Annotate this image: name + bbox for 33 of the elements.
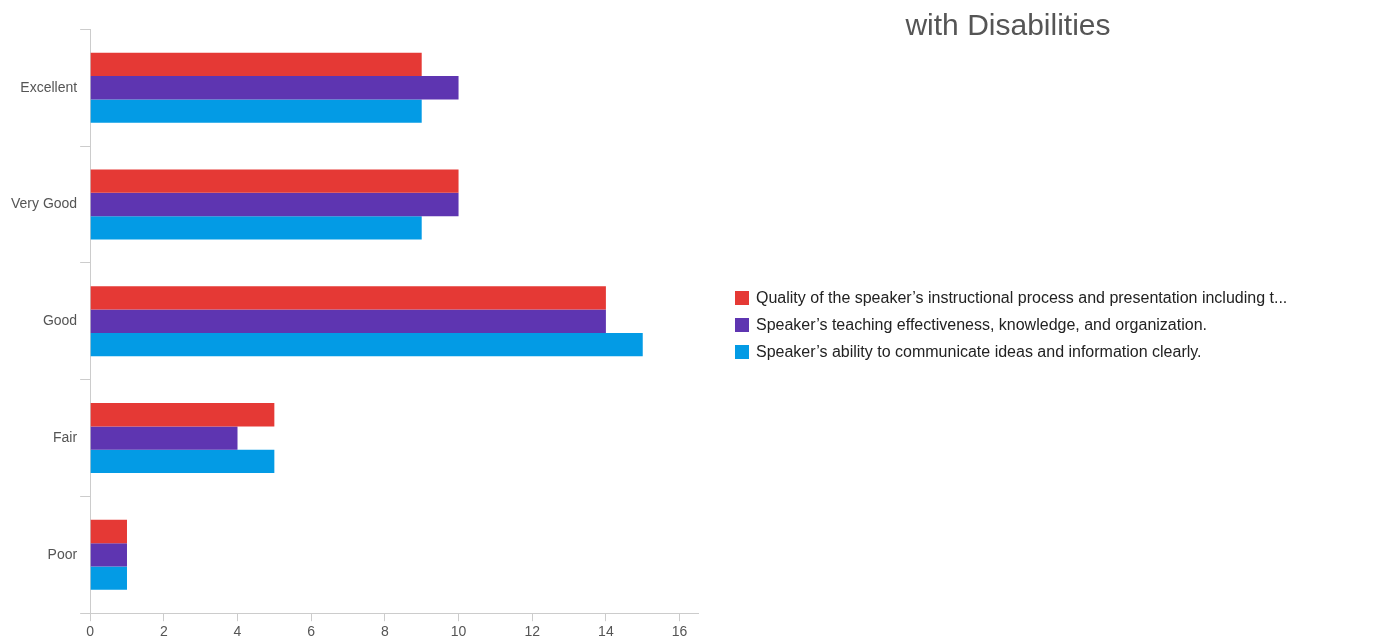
bar	[90, 76, 459, 100]
y-tick-label: Good	[42, 312, 78, 329]
bar	[90, 169, 459, 193]
bar	[90, 566, 127, 590]
x-tick-label: 2	[159, 623, 168, 640]
y-tick-label: Very Good	[11, 195, 78, 212]
x-tick-label: 16	[671, 623, 688, 640]
x-tick-label: 10	[450, 623, 467, 640]
bar	[90, 543, 127, 567]
bar	[90, 309, 606, 333]
bar	[90, 332, 643, 357]
bar	[90, 52, 422, 77]
bar	[90, 403, 275, 427]
y-tick-label: Fair	[53, 428, 78, 445]
text: with Disabilities	[904, 8, 1112, 42]
y-tick-label: Poor	[47, 545, 78, 562]
x-tick-label: 6	[307, 623, 316, 640]
bar	[90, 192, 459, 217]
bar	[90, 286, 606, 310]
bar	[90, 426, 238, 450]
legend-label: Quality of the speaker’s instructional process and presentation including t...	[756, 288, 1288, 308]
x-tick-label: 4	[233, 623, 242, 640]
bar	[90, 216, 422, 240]
x-tick-label: 14	[598, 623, 614, 640]
bar	[90, 99, 422, 123]
x-tick-label: 12	[524, 623, 541, 640]
x-tick-label: 8	[380, 623, 389, 640]
x-tick-label: 0	[86, 623, 95, 640]
y-tick-label: Excellent	[20, 78, 78, 95]
legend-label: Speaker’s ability to communicate ideas and information clearly.	[756, 342, 1202, 362]
bar	[90, 449, 275, 474]
legend-label: Speaker’s teaching effectiveness, knowledge, and organization.	[756, 315, 1207, 335]
bar	[90, 519, 127, 544]
